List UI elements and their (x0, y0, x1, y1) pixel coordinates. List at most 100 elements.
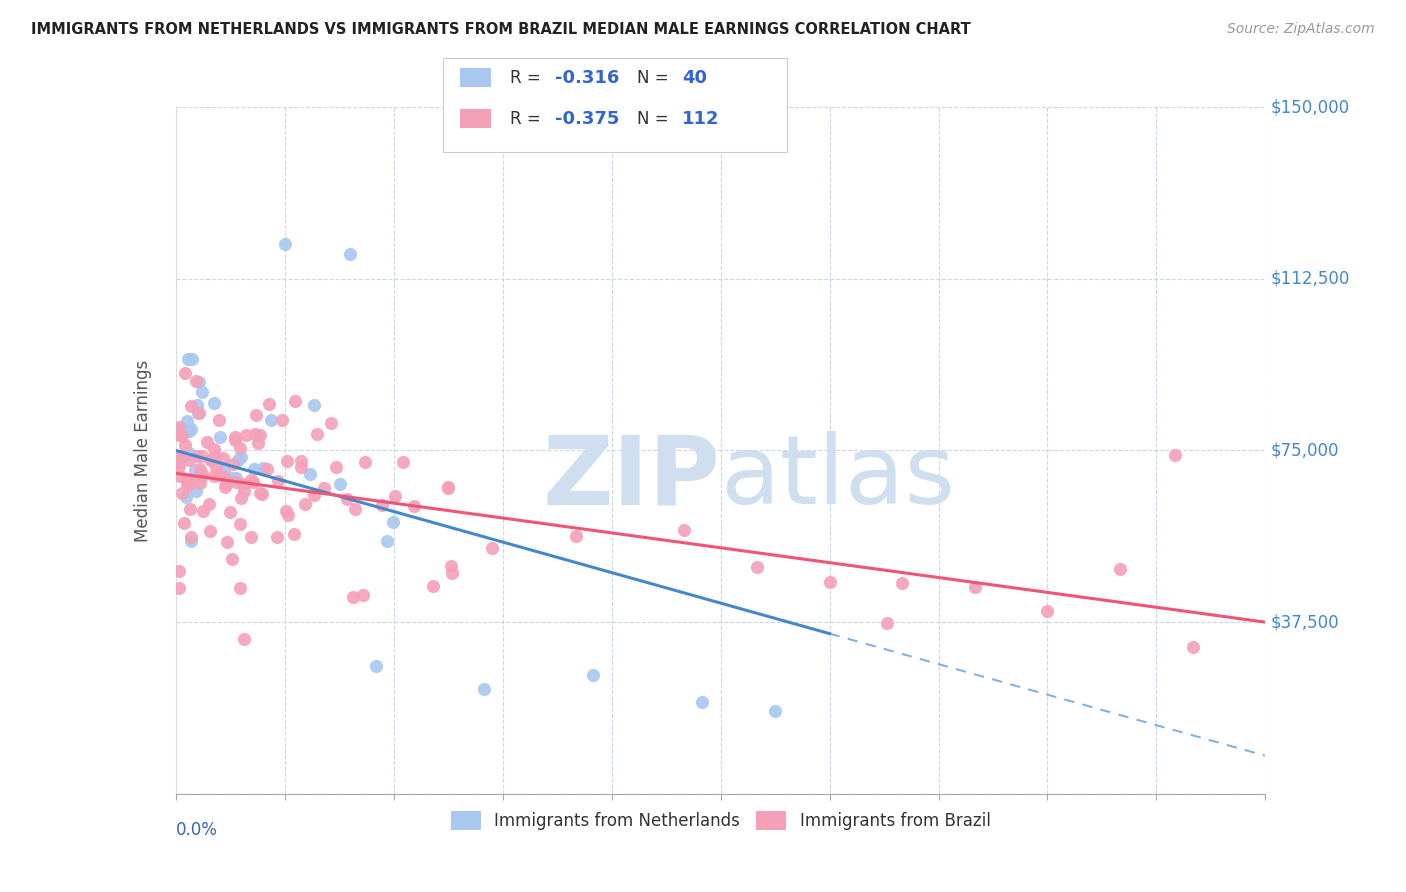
Point (180, 533, 202, 548)
Point (312, 482, 335, 496)
Point (173, 516, 195, 531)
Point (212, 450, 235, 465)
Legend: Immigrants from Netherlands, Immigrants from Brazil: Immigrants from Netherlands, Immigrants … (444, 805, 997, 837)
Point (565, 529, 588, 543)
Point (169, 427, 191, 442)
Y-axis label: Median Male Earnings: Median Male Earnings (134, 359, 152, 541)
Point (274, 504, 297, 518)
Point (226, 452, 249, 467)
Point (354, 455, 377, 469)
Point (173, 366, 195, 380)
Point (344, 501, 367, 516)
Point (298, 467, 321, 481)
Point (186, 397, 208, 411)
Point (179, 424, 201, 438)
Point (170, 429, 193, 443)
Point (284, 393, 307, 408)
Point (208, 430, 231, 444)
Point (245, 408, 267, 422)
Point (381, 515, 404, 529)
Point (188, 475, 211, 490)
Point (184, 374, 207, 388)
Point (221, 551, 243, 566)
Point (290, 460, 312, 475)
Point (481, 541, 503, 556)
Point (177, 472, 200, 486)
Point (339, 246, 361, 260)
Point (228, 517, 250, 532)
Point (692, 695, 714, 709)
Text: atlas: atlas (721, 432, 956, 524)
Point (232, 477, 254, 491)
Point (276, 454, 298, 468)
Point (249, 428, 271, 442)
Point (172, 486, 194, 500)
Point (187, 407, 209, 421)
Point (266, 530, 288, 544)
Point (215, 534, 238, 549)
Text: 112: 112 (682, 110, 720, 128)
Point (215, 475, 238, 490)
Point (184, 463, 207, 477)
Point (290, 453, 312, 467)
Point (186, 449, 208, 463)
Point (176, 475, 198, 490)
Text: N =: N = (637, 69, 673, 87)
Point (191, 504, 214, 518)
Point (221, 457, 243, 471)
Point (243, 427, 266, 442)
Point (325, 460, 347, 475)
Point (169, 469, 191, 483)
Point (187, 375, 209, 389)
Point (673, 523, 696, 537)
Point (891, 576, 914, 591)
Point (180, 530, 202, 544)
Point (169, 582, 191, 596)
Point (204, 450, 226, 464)
Point (195, 435, 218, 450)
Point (1181, 640, 1204, 654)
Point (225, 475, 247, 490)
Point (184, 483, 207, 498)
Point (169, 455, 191, 469)
Point (214, 480, 236, 494)
Point (218, 505, 240, 519)
Point (221, 471, 243, 485)
Point (224, 430, 246, 444)
Point (243, 462, 266, 476)
Point (1109, 562, 1132, 576)
Point (440, 559, 463, 574)
Point (1036, 604, 1059, 618)
Point (818, 575, 841, 590)
Point (364, 658, 387, 673)
Text: -0.375: -0.375 (555, 110, 620, 128)
Point (745, 560, 768, 574)
Point (304, 397, 326, 411)
Point (247, 435, 270, 450)
Point (404, 499, 426, 513)
Text: Source: ZipAtlas.com: Source: ZipAtlas.com (1227, 22, 1375, 37)
Point (200, 452, 222, 467)
Point (200, 452, 222, 467)
Point (208, 413, 231, 427)
Point (170, 449, 193, 463)
Point (198, 497, 221, 511)
Text: ZIP: ZIP (543, 432, 721, 524)
Point (249, 486, 271, 500)
Point (176, 351, 198, 366)
Text: $112,500: $112,500 (1271, 269, 1350, 288)
Point (302, 488, 325, 502)
Point (763, 705, 786, 719)
Point (224, 434, 246, 448)
Point (229, 581, 252, 595)
Point (307, 427, 329, 442)
Point (173, 438, 195, 452)
Point (240, 473, 263, 487)
Point (963, 580, 986, 594)
Point (188, 406, 211, 420)
Point (274, 237, 297, 252)
Point (235, 428, 257, 442)
Text: R =: R = (510, 69, 547, 87)
Point (176, 414, 198, 428)
Point (169, 564, 191, 578)
